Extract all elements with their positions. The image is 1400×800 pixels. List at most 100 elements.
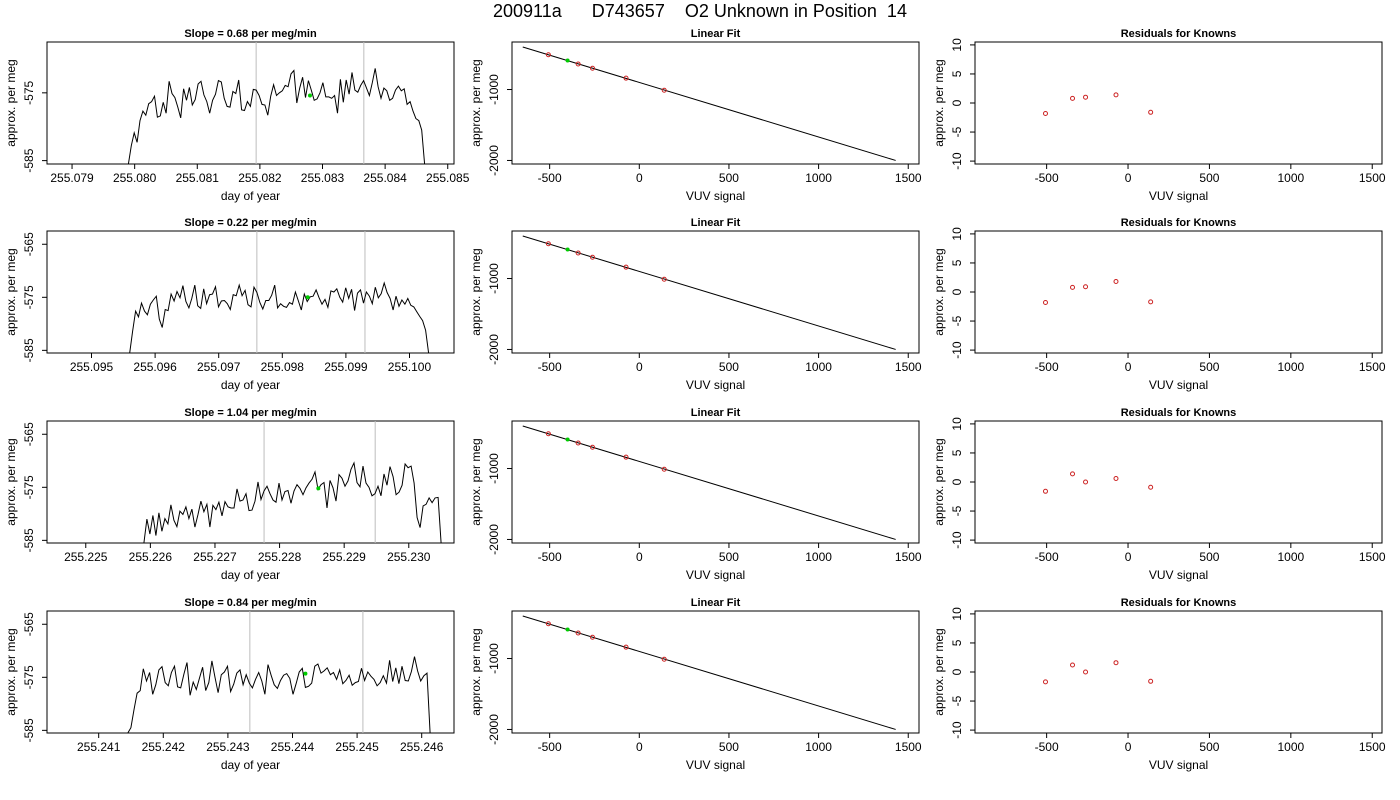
residuals-r1-xtick-label: -500 (1035, 171, 1059, 185)
fit-r1-xlabel: VUV signal (686, 189, 745, 203)
timeseries-r3-xtick-label: 255.229 (322, 550, 366, 564)
residuals-r1-frame (974, 41, 1383, 165)
residuals-r1-ytick-label: 10 (950, 38, 964, 52)
fit-r1-frame (511, 41, 920, 165)
timeseries-r1-xtick-label: 255.083 (301, 171, 345, 185)
timeseries-r1-ytick-label: -575 (22, 81, 36, 105)
residuals-r1-ytick-label: -5 (950, 126, 964, 137)
fit-r2-xtick-label: -500 (538, 360, 562, 374)
fit-r1-ytick-label: -1000 (487, 74, 501, 105)
residuals-r3-residual-point (1070, 471, 1076, 477)
residuals-r4-ytick-label: -10 (950, 721, 964, 739)
timeseries-r3-title: Slope = 1.04 per meg/min (184, 407, 317, 419)
residuals-r4-xtick-label: 1000 (1277, 740, 1304, 754)
fit-r2-known-point (661, 276, 667, 282)
fit-r2-known-point (545, 241, 551, 247)
fit-r1-xtick-label: 500 (719, 171, 739, 185)
residuals-r4-ytick-label: 10 (950, 607, 964, 621)
timeseries-r2-series-group (129, 281, 430, 353)
residuals-r3-xlabel: VUV signal (1149, 568, 1208, 582)
residuals-r1-ylabel: approx. per meg (932, 59, 946, 146)
fit-r3-title: Linear Fit (691, 407, 741, 419)
fit-r4-title: Linear Fit (691, 597, 741, 609)
fit-r2-ytick-label: -2000 (487, 334, 501, 365)
residuals-r2-xtick-label: 500 (1199, 360, 1219, 374)
fit-r1-title: Linear Fit (691, 28, 741, 40)
residuals-r1-title: Residuals for Knowns (1121, 28, 1237, 40)
residuals-r2-residual-point (1070, 284, 1076, 290)
fit-r4-ylabel: approx. per meg (469, 628, 483, 715)
timeseries-r2-ylabel: approx. per meg (4, 248, 18, 335)
residuals-r4-xtick-label: -500 (1035, 740, 1059, 754)
residuals-r4-residual-point (1148, 678, 1154, 684)
residuals-r2-residual-point (1042, 299, 1048, 305)
residuals-r3-xtick-label: 1000 (1277, 550, 1304, 564)
residuals-r4-residual-point (1113, 660, 1119, 666)
residuals-r3-ytick-label: -5 (950, 505, 964, 516)
timeseries-r1-xlabel: day of year (221, 189, 280, 203)
timeseries-r4-series-group (127, 656, 431, 733)
timeseries-r2-series-line (129, 281, 430, 353)
residuals-r4-residual-point (1042, 679, 1048, 685)
residuals-r4-ytick-label: -5 (950, 695, 964, 706)
residuals-r2-residual-point (1083, 284, 1089, 290)
timeseries-r3-xtick-label: 255.227 (193, 550, 237, 564)
residuals-r2-xlabel: VUV signal (1149, 378, 1208, 392)
residuals-r3-residual-point (1042, 488, 1048, 494)
timeseries-r4-ytick-label: -575 (22, 665, 36, 689)
fit-r3-xtick-label: -500 (538, 550, 562, 564)
fit-r1-known-point (545, 52, 551, 58)
timeseries-r4-ytick-label: -585 (22, 718, 36, 742)
residuals-r4-ytick-label: 0 (950, 668, 964, 675)
fit-r2-xlabel: VUV signal (686, 378, 745, 392)
timeseries-r3-xtick-label: 255.230 (387, 550, 431, 564)
residuals-r4-frame (974, 610, 1383, 734)
timeseries-r1-xtick-label: 255.079 (50, 171, 94, 185)
residuals-r1-residual-point (1113, 92, 1119, 98)
timeseries-r1-series-group (127, 68, 426, 164)
residuals-r4-title: Residuals for Knowns (1121, 597, 1237, 609)
fit-r4-known-point (623, 644, 629, 650)
timeseries-r4-xtick-label: 255.243 (206, 740, 250, 754)
fit-r4-xtick-label: 500 (719, 740, 739, 754)
timeseries-r1-marker-point (307, 93, 312, 98)
fit-r1-fit-line (522, 46, 896, 161)
residuals-r2-residual-point (1113, 279, 1119, 285)
fit-r3-known-point (575, 440, 581, 446)
fit-r1-xtick-label: 1000 (805, 171, 832, 185)
timeseries-r3-ytick-label: -585 (22, 528, 36, 552)
timeseries-r2-ytick-label: -565 (22, 232, 36, 256)
fit-r3-known-point (623, 454, 629, 460)
fit-r3-ytick-label: -2000 (487, 524, 501, 555)
fit-r4-unknown-point (565, 627, 570, 632)
timeseries-r1-xtick-label: 255.080 (113, 171, 157, 185)
residuals-r3-frame (974, 420, 1383, 544)
fit-r2-known-point (575, 250, 581, 256)
residuals-r2-ytick-label: -10 (950, 341, 964, 359)
fit-r4-xtick-label: 1500 (895, 740, 922, 754)
residuals-r2-ylabel: approx. per meg (932, 248, 946, 335)
residuals-r1-ytick-label: 0 (950, 99, 964, 106)
residuals-r2-xtick-label: 1000 (1277, 360, 1304, 374)
timeseries-r2-xtick-label: 255.096 (133, 360, 177, 374)
timeseries-r1-ytick-label: -585 (22, 148, 36, 172)
residuals-r4-ytick-label: 5 (950, 639, 964, 646)
residuals-r3-xtick-label: -500 (1035, 550, 1059, 564)
timeseries-r1-xtick-label: 255.085 (426, 171, 470, 185)
fit-r3-xtick-label: 1000 (805, 550, 832, 564)
fit-r3-fit-line (522, 425, 896, 540)
fit-r2-ylabel: approx. per meg (469, 248, 483, 335)
residuals-r1-xtick-label: 500 (1199, 171, 1219, 185)
timeseries-r4-marker-point (303, 671, 308, 676)
timeseries-r4-title: Slope = 0.84 per meg/min (184, 597, 317, 609)
fit-r1-xtick-label: -500 (538, 171, 562, 185)
fit-r2-ytick-label: -1000 (487, 263, 501, 294)
timeseries-r3-series-group (143, 461, 442, 543)
residuals-r3-ytick-label: 0 (950, 478, 964, 485)
fit-r4-xlabel: VUV signal (686, 758, 745, 772)
fit-r2-xtick-label: 0 (636, 360, 643, 374)
residuals-r4-residual-point (1083, 669, 1089, 675)
residuals-r4-residual-point (1070, 662, 1076, 668)
timeseries-r2-xtick-label: 255.095 (70, 360, 114, 374)
